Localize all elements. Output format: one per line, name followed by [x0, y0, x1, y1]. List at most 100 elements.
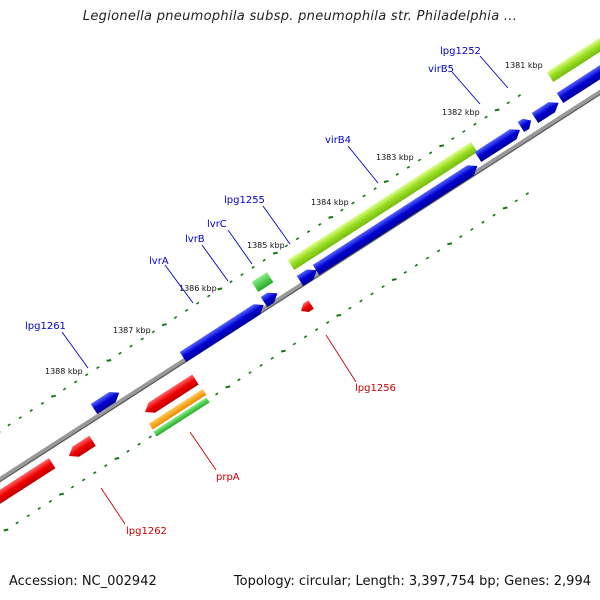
tick-mark — [270, 356, 274, 360]
scale-label: 1381 kbp — [505, 61, 543, 70]
tick-mark — [506, 101, 510, 105]
tick-mark — [118, 351, 122, 355]
tick-mark — [336, 313, 342, 317]
tick-mark — [29, 409, 33, 413]
gene-virB5[interactable] — [531, 98, 562, 124]
green-feature-small[interactable] — [153, 397, 210, 437]
tick-mark — [428, 151, 433, 155]
tick-mark — [126, 449, 130, 453]
tick-mark — [251, 265, 255, 269]
tick-mark — [484, 115, 488, 119]
gene-label-lpg1256: lpg1256 — [355, 383, 396, 394]
tick-mark — [383, 180, 389, 183]
genome-title: Legionella pneumophila subsp. pneumophil… — [82, 9, 518, 24]
gene-lpg1255[interactable] — [296, 265, 320, 287]
tick-mark — [492, 213, 496, 217]
tick-mark — [447, 242, 453, 246]
green-feature[interactable] — [251, 272, 274, 293]
orange-feature[interactable] — [148, 388, 207, 430]
green-feature[interactable] — [546, 34, 600, 83]
gene-track-forward — [90, 60, 600, 415]
accession-text: Accession: NC_002942 — [9, 574, 157, 589]
gene-virB4[interactable] — [312, 161, 481, 276]
tick-mark — [7, 423, 11, 427]
scale-labels: 1381 kbp 1382 kbp 1383 kbp 1384 kbp 1385… — [45, 61, 543, 376]
gene-label-lpg1252: lpg1252 — [440, 46, 481, 57]
tick-mark — [284, 244, 289, 248]
gene-small[interactable] — [517, 115, 535, 133]
tick-mark — [161, 323, 167, 327]
gene-label-lvrA: lvrA — [149, 256, 169, 267]
gene-red-left[interactable] — [0, 458, 56, 506]
tick-tracks — [0, 94, 530, 532]
tick-mark — [272, 251, 278, 255]
tick-mark — [148, 435, 152, 439]
tick-mark — [73, 380, 78, 384]
tick-mark — [237, 378, 241, 382]
gene-lvrC[interactable] — [260, 288, 281, 308]
feature-track-forward-green — [251, 34, 600, 293]
tick-mark — [262, 258, 266, 262]
tick-mark — [425, 256, 430, 260]
gene-label-virB5: virB5 — [428, 64, 454, 75]
scale-label: 1386 kbp — [179, 284, 217, 293]
tick-mark — [436, 249, 441, 253]
tick-mark — [306, 230, 311, 234]
tick-mark — [340, 208, 344, 212]
gene-lvrA-lvrB[interactable] — [179, 300, 267, 363]
tick-mark — [96, 366, 100, 370]
scale-label: 1385 kbp — [247, 241, 285, 250]
tick-mark — [362, 194, 366, 198]
genome-backbone — [0, 89, 600, 483]
tick-mark — [248, 371, 252, 375]
tick-mark — [137, 442, 141, 446]
tick-mark — [406, 165, 411, 169]
gene-lpg1256[interactable] — [298, 300, 314, 315]
feature-track-reverse — [148, 388, 210, 437]
tick-mark — [184, 308, 189, 312]
tick-mark — [259, 363, 263, 367]
tick-mark — [391, 278, 397, 281]
tick-mark — [58, 492, 64, 496]
gene-label-lvrC: lvrC — [207, 219, 227, 230]
scale-label: 1383 kbp — [376, 153, 414, 162]
tick-mark — [502, 206, 508, 210]
tick-mark — [18, 416, 22, 420]
tick-mark — [473, 122, 477, 126]
tick-mark — [173, 316, 178, 319]
tick-mark — [417, 158, 422, 162]
gene-label-virB4: virB4 — [325, 135, 351, 146]
tick-mark — [403, 270, 408, 274]
gene-prpA-red[interactable] — [142, 374, 199, 417]
tick-mark — [439, 144, 445, 148]
gene-lpg1261[interactable] — [90, 388, 123, 415]
tick-mark — [292, 342, 297, 346]
scale-label: 1387 kbp — [113, 326, 151, 335]
genome-stats-text: Topology: circular; Length: 3,397,754 bp… — [233, 574, 591, 589]
gene-lpg1252[interactable] — [556, 60, 600, 104]
tick-mark — [40, 401, 45, 405]
tick-mark — [381, 285, 385, 289]
tick-mark — [104, 464, 108, 468]
tick-mark — [15, 521, 19, 525]
tick-mark — [517, 94, 522, 98]
tick-mark — [303, 335, 308, 339]
tick-mark — [348, 306, 352, 310]
genome-backbone-shadow — [0, 93, 600, 483]
green-feature[interactable] — [287, 141, 478, 271]
gene-virB4-part[interactable] — [474, 125, 524, 163]
tick-mark — [240, 273, 244, 277]
tick-mark — [328, 215, 334, 219]
tick-mark — [229, 280, 233, 284]
gene-label-lpg1261: lpg1261 — [25, 321, 66, 332]
tick-mark — [62, 387, 67, 391]
tick-mark — [351, 201, 355, 205]
tick-mark — [207, 294, 211, 298]
tick-mark — [280, 349, 286, 353]
tick-mark — [414, 263, 419, 267]
tick-mark — [470, 227, 474, 231]
tick-mark — [459, 235, 463, 239]
gene-lpg1262[interactable] — [66, 435, 96, 461]
tick-mark — [140, 337, 144, 341]
